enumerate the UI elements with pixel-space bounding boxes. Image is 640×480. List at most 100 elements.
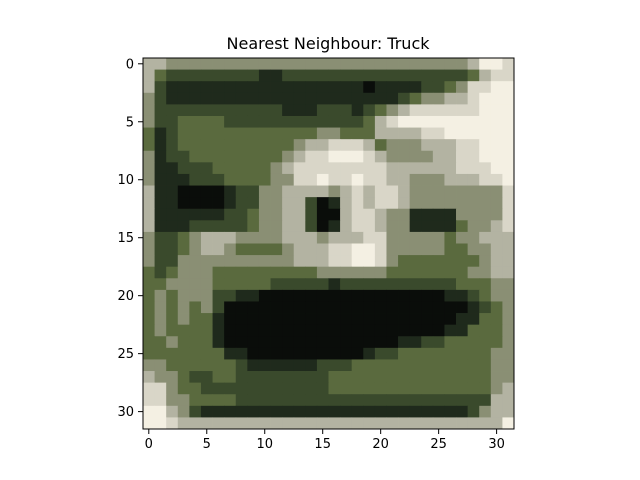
- image-pixel: [293, 150, 306, 163]
- image-pixel: [432, 58, 445, 70]
- image-pixel: [398, 336, 411, 349]
- image-pixel: [154, 371, 167, 384]
- image-pixel: [467, 301, 480, 314]
- image-pixel: [200, 301, 213, 314]
- image-pixel: [247, 382, 260, 395]
- image-pixel: [502, 417, 515, 430]
- image-pixel: [154, 347, 167, 360]
- image-pixel: [421, 58, 434, 70]
- image-pixel: [258, 104, 271, 117]
- image-pixel: [270, 394, 283, 407]
- image-pixel: [282, 347, 295, 360]
- image-pixel: [398, 104, 411, 117]
- image-pixel: [270, 289, 283, 302]
- image-pixel: [456, 69, 469, 82]
- image-pixel: [490, 266, 503, 279]
- image-pixel: [351, 185, 364, 198]
- image-pixel: [305, 150, 318, 163]
- image-pixel: [328, 139, 341, 152]
- image-pixel: [351, 58, 364, 70]
- image-pixel: [200, 69, 213, 82]
- image-pixel: [421, 92, 434, 105]
- image-pixel: [432, 115, 445, 128]
- image-pixel: [432, 405, 445, 418]
- image-pixel: [479, 405, 492, 418]
- image-pixel: [270, 150, 283, 163]
- image-pixel: [293, 289, 306, 302]
- image-pixel: [328, 58, 341, 70]
- image-pixel: [316, 104, 329, 117]
- image-pixel: [224, 371, 237, 384]
- image-pixel: [328, 347, 341, 360]
- image-pixel: [409, 92, 422, 105]
- image-pixel: [200, 115, 213, 128]
- image-pixel: [143, 220, 155, 233]
- image-pixel: [502, 173, 515, 186]
- image-pixel: [467, 220, 480, 233]
- image-pixel: [305, 301, 318, 314]
- image-pixel: [189, 197, 202, 210]
- image-pixel: [409, 382, 422, 395]
- image-pixel: [154, 324, 167, 337]
- image-pixel: [374, 150, 387, 163]
- image-pixel: [398, 208, 411, 221]
- image-pixel: [143, 313, 155, 326]
- image-pixel: [143, 92, 155, 105]
- image-pixel: [432, 359, 445, 372]
- image-pixel: [409, 301, 422, 314]
- image-pixel: [258, 127, 271, 140]
- image-pixel: [467, 127, 480, 140]
- image-pixel: [386, 81, 399, 94]
- image-pixel: [166, 301, 179, 314]
- image-pixel: [328, 127, 341, 140]
- image-pixel: [224, 289, 237, 302]
- image-pixel: [479, 382, 492, 395]
- image-pixel: [363, 173, 376, 186]
- image-pixel: [166, 394, 179, 407]
- image-pixel: [200, 81, 213, 94]
- image-pixel: [293, 301, 306, 314]
- image-pixel: [374, 336, 387, 349]
- image-pixel: [270, 173, 283, 186]
- image-pixel: [421, 139, 434, 152]
- image-pixel: [421, 104, 434, 117]
- image-pixel: [224, 69, 237, 82]
- image-pixel: [456, 301, 469, 314]
- image-pixel: [363, 197, 376, 210]
- image-pixel: [398, 255, 411, 268]
- image-pixel: [386, 243, 399, 256]
- image-pixel: [398, 127, 411, 140]
- image-pixel: [351, 127, 364, 140]
- image-pixel: [409, 371, 422, 384]
- image-pixel: [374, 324, 387, 337]
- image-pixel: [143, 255, 155, 268]
- image-pixel: [247, 197, 260, 210]
- x-tick-label: 0: [145, 437, 153, 452]
- image-pixel: [270, 255, 283, 268]
- image-pixel: [258, 243, 271, 256]
- image-pixel: [444, 266, 457, 279]
- image-pixel: [351, 417, 364, 430]
- image-pixel: [316, 405, 329, 418]
- image-pixel: [340, 197, 353, 210]
- image-pixel: [386, 405, 399, 418]
- image-pixel: [258, 266, 271, 279]
- image-pixel: [374, 92, 387, 105]
- image-pixel: [363, 289, 376, 302]
- image-pixel: [421, 231, 434, 244]
- image-pixel: [258, 278, 271, 291]
- image-pixel: [200, 359, 213, 372]
- image-pixel: [456, 81, 469, 94]
- image-pixel: [212, 289, 225, 302]
- image-pixel: [363, 185, 376, 198]
- image-pixel: [224, 150, 237, 163]
- image-pixel: [340, 185, 353, 198]
- image-pixel: [293, 104, 306, 117]
- image-pixel: [328, 115, 341, 128]
- image-pixel: [166, 336, 179, 349]
- image-pixel: [316, 150, 329, 163]
- image-pixel: [166, 371, 179, 384]
- axes-frame: [142, 57, 515, 430]
- image-pixel: [467, 405, 480, 418]
